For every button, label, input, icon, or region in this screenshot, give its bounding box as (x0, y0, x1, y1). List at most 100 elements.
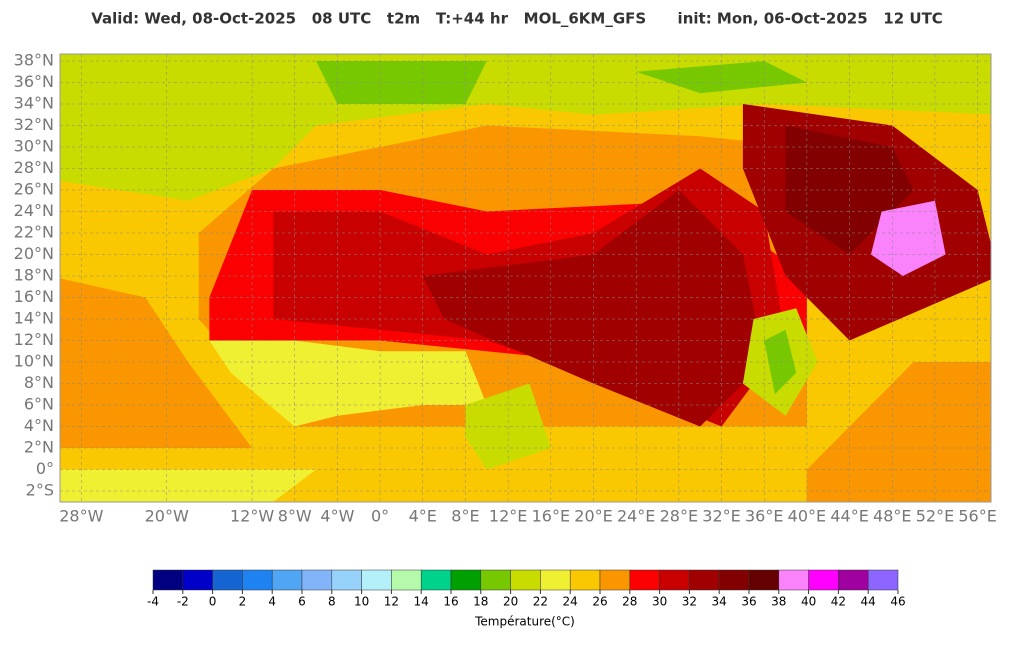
colorbar-swatch (152, 569, 184, 591)
colorbar-tick-label: 20 (503, 595, 518, 609)
lat-label: 32°N (14, 115, 54, 134)
lat-label: 6°N (24, 395, 54, 414)
lat-label: 38°N (14, 51, 54, 70)
lat-label: 18°N (14, 266, 54, 285)
colorbar-label: Température(°C) (474, 615, 575, 629)
lat-label: 2°N (24, 438, 54, 457)
lon-label: 8°W (278, 507, 312, 526)
ocean-warm (60, 278, 253, 448)
lat-label: 10°N (14, 352, 54, 371)
colorbar-swatch (242, 569, 273, 591)
atlas-green (316, 61, 487, 104)
lon-label: 4°E (409, 507, 437, 526)
somali-sea (806, 362, 991, 502)
colorbar-tick-label: 46 (890, 595, 905, 609)
colorbar-swatch (838, 569, 869, 591)
lat-label: 12°N (14, 330, 54, 349)
lon-label: 16°E (532, 507, 570, 526)
lat-label: 2°S (26, 481, 54, 500)
lon-label: 0° (371, 507, 389, 526)
colorbar-tick-label: 18 (473, 595, 488, 609)
colorbar-tick-label: 42 (831, 595, 846, 609)
colorbar-tick-label: 6 (298, 595, 306, 609)
colorbar-swatch (182, 569, 213, 591)
colorbar-tick-label: 30 (652, 595, 667, 609)
colorbar-tick-label: 8 (328, 595, 336, 609)
colorbar-tick-label: 26 (592, 595, 607, 609)
colorbar-swatch (569, 569, 601, 591)
colorbar-tick-label: 38 (771, 595, 786, 609)
lon-label: 12°E (489, 507, 527, 526)
north-band (60, 54, 991, 201)
colorbar-tick-label: 0 (209, 595, 217, 609)
lon-label: 48°E (873, 507, 911, 526)
lat-label: 4°N (24, 416, 54, 435)
colorbar-tick-label: 40 (801, 595, 816, 609)
colorbar-tick-label: 36 (741, 595, 756, 609)
colorbar-swatch (331, 569, 362, 591)
lon-label: 8°E (451, 507, 479, 526)
colorbar-swatch (808, 569, 839, 591)
colorbar-tick-label: 34 (712, 595, 727, 609)
lon-label: 24°E (617, 507, 655, 526)
colorbar-swatch (212, 569, 243, 591)
colorbar-tick-label: 4 (268, 595, 276, 609)
lon-label: 12°W (230, 507, 274, 526)
lat-label: 34°N (14, 94, 54, 113)
colorbar-tick-label: -2 (177, 595, 189, 609)
lat-label: 14°N (14, 309, 54, 328)
colorbar-swatch (480, 569, 511, 591)
colorbar-swatch (748, 569, 780, 591)
map-frame (59, 53, 992, 503)
lon-label: 4°W (320, 507, 354, 526)
colorbar-tick-label: 10 (354, 595, 369, 609)
lon-label: 52°E (916, 507, 954, 526)
lon-label: 28°E (660, 507, 698, 526)
lat-label: 16°N (14, 287, 54, 306)
ocean-south (60, 469, 317, 502)
colorbar-swatch (420, 569, 452, 591)
colorbar-swatch (450, 569, 482, 591)
lat-label: 28°N (14, 158, 54, 177)
lon-label: 20°W (145, 507, 189, 526)
lon-label: 44°E (830, 507, 868, 526)
colorbar-tick-label: 28 (622, 595, 637, 609)
lat-label: 24°N (14, 201, 54, 220)
lon-label: 56°E (958, 507, 996, 526)
colorbar-swatch (629, 569, 660, 591)
colorbar-swatch (599, 569, 631, 591)
colorbar-swatch (718, 569, 750, 591)
lat-label: 22°N (14, 223, 54, 242)
title: Valid: Wed, 08-Oct-2025 08 UTC t2m T:+44… (91, 10, 943, 28)
colorbar-swatch (510, 569, 541, 591)
colorbar-swatch (361, 569, 392, 591)
lat-label: 8°N (24, 373, 54, 392)
lon-label: 20°E (574, 507, 612, 526)
lon-label: 28°W (59, 507, 103, 526)
colorbar-swatch (540, 569, 571, 591)
arabia-pink (870, 200, 946, 276)
colorbar-swatch (301, 569, 333, 591)
colorbar-tick-label: 2 (239, 595, 247, 609)
lat-label: 20°N (14, 244, 54, 263)
lon-label: 32°E (702, 507, 740, 526)
colorbar-tick-label: -4 (147, 595, 159, 609)
colorbar-tick-label: 32 (682, 595, 697, 609)
map (60, 54, 991, 502)
colorbar-swatch (778, 569, 809, 591)
lat-label: 36°N (14, 72, 54, 91)
colorbar-swatch (689, 569, 720, 591)
lat-label: 0° (36, 459, 54, 478)
colorbar-swatch (271, 569, 303, 591)
lat-label: 26°N (14, 180, 54, 199)
colorbar-tick-label: 44 (861, 595, 876, 609)
colorbar-tick-label: 14 (414, 595, 429, 609)
colorbar-tick-label: 12 (384, 595, 399, 609)
lat-label: 30°N (14, 137, 54, 156)
colorbar-tick-label: 16 (443, 595, 458, 609)
colorbar-swatch (867, 569, 899, 591)
colorbar-tick-label: 22 (533, 595, 548, 609)
lon-label: 36°E (745, 507, 783, 526)
colorbar-tick-label: 24 (563, 595, 578, 609)
